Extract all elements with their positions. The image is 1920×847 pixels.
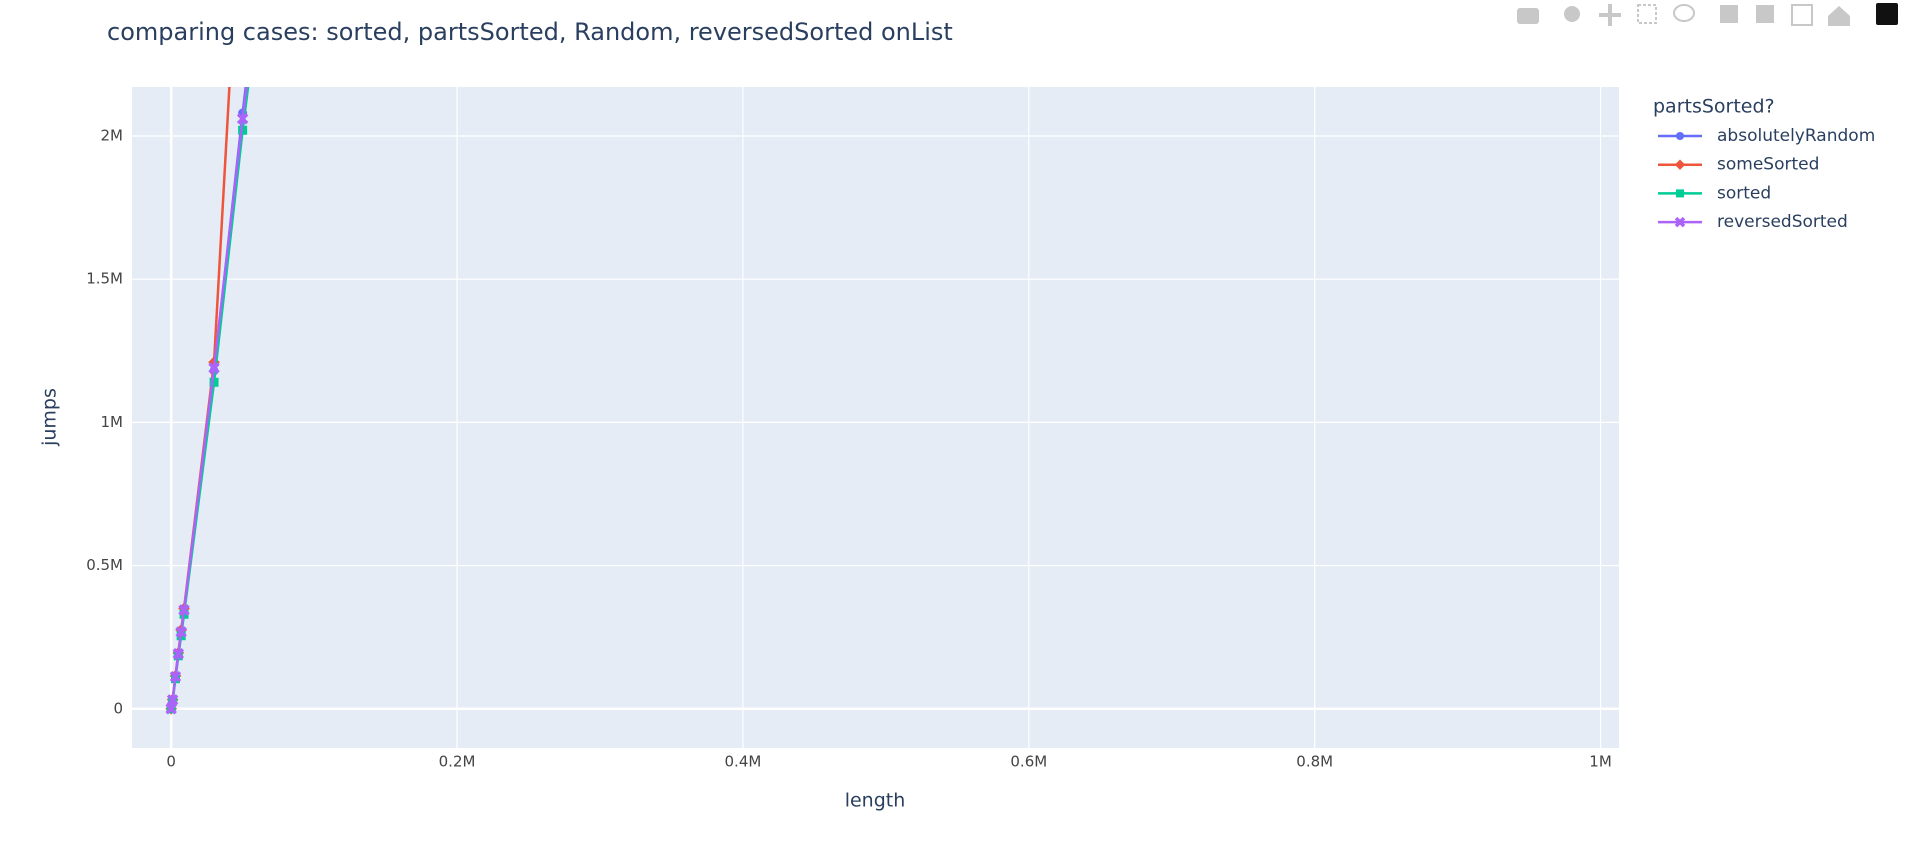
marker bbox=[236, 113, 249, 125]
zoom-out-icon[interactable] bbox=[1756, 5, 1774, 23]
y-tick-label: 1M bbox=[101, 413, 124, 431]
y-tick-label: 1.5M bbox=[86, 270, 123, 288]
zoom-in-icon[interactable] bbox=[1720, 5, 1738, 23]
legend-label: sorted bbox=[1717, 183, 1771, 203]
y-tick-label: 0 bbox=[113, 699, 123, 717]
plotly-logo[interactable] bbox=[1876, 3, 1898, 25]
y-axis-title: jumps bbox=[39, 388, 61, 447]
grid bbox=[132, 87, 1619, 748]
lasso-icon[interactable] bbox=[1673, 4, 1695, 22]
marker bbox=[1674, 159, 1686, 170]
marker bbox=[178, 604, 190, 616]
x-tick-label: 0.2M bbox=[439, 753, 476, 771]
reset-icon[interactable] bbox=[1828, 6, 1850, 26]
marker bbox=[175, 626, 187, 638]
select-icon[interactable] bbox=[1637, 4, 1657, 24]
x-tick-label: 0.4M bbox=[725, 753, 762, 771]
marker bbox=[208, 362, 220, 374]
x-axis-title: length bbox=[845, 790, 906, 812]
legend-title: partsSorted? bbox=[1653, 96, 1775, 118]
y-tick-label: 0.5M bbox=[86, 556, 123, 574]
x-tick-label: 0 bbox=[166, 753, 176, 771]
x-tick-label: 0.8M bbox=[1296, 753, 1333, 771]
marker bbox=[209, 377, 219, 387]
chart-title: comparing cases: sorted, partsSorted, Ra… bbox=[107, 18, 953, 46]
marker bbox=[238, 125, 248, 135]
zoom-icon[interactable] bbox=[1564, 6, 1580, 22]
marker bbox=[165, 703, 177, 715]
autoscale-icon[interactable] bbox=[1791, 4, 1813, 26]
marker bbox=[1674, 216, 1686, 228]
traces bbox=[165, 87, 250, 715]
legend-label: absolutelyRandom bbox=[1717, 126, 1875, 146]
legend-label: reversedSorted bbox=[1717, 212, 1848, 232]
marker bbox=[166, 694, 179, 706]
pan-icon[interactable] bbox=[1599, 4, 1621, 26]
marker bbox=[1676, 189, 1684, 198]
x-tick-label: 1M bbox=[1589, 753, 1612, 771]
marker bbox=[169, 670, 182, 683]
legend: partsSorted? absolutelyRandom someSorted so… bbox=[1653, 96, 1875, 233]
camera-icon[interactable] bbox=[1517, 8, 1539, 24]
plot-area bbox=[132, 87, 1619, 748]
marker bbox=[1676, 132, 1684, 140]
marker bbox=[172, 648, 185, 660]
modebar bbox=[1517, 3, 1898, 26]
legend-label: someSorted bbox=[1717, 155, 1819, 175]
x-tick-label: 0.6M bbox=[1010, 753, 1047, 771]
y-tick-label: 2M bbox=[101, 126, 124, 144]
